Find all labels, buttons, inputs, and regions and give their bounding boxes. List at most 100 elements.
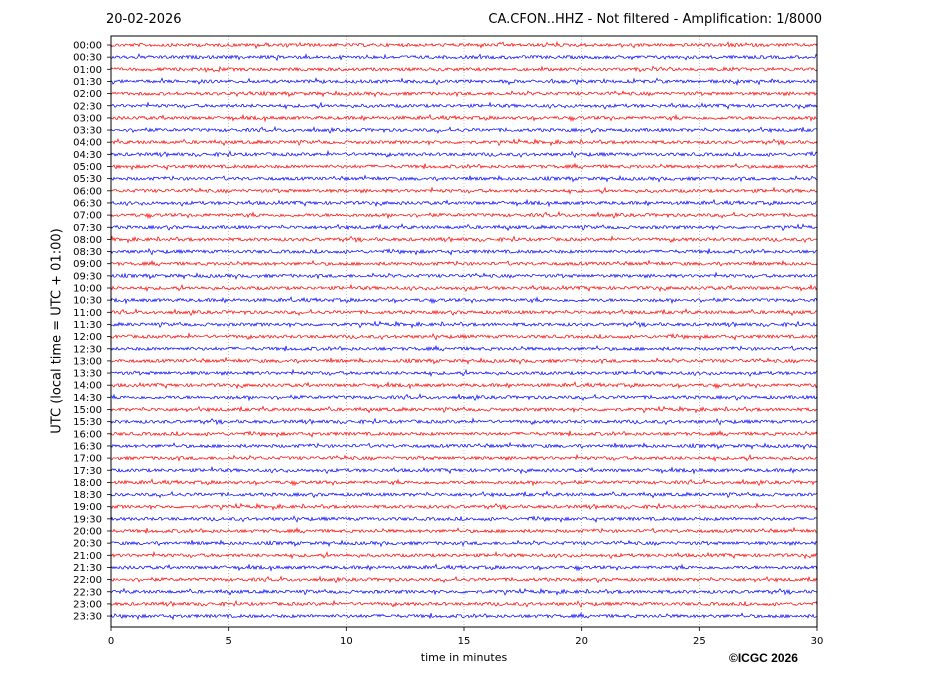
row-tick-label: 22:30 bbox=[73, 587, 102, 598]
trace-line bbox=[110, 417, 818, 426]
row-tick-label: 20:00 bbox=[73, 527, 102, 538]
row-tick-label: 21:30 bbox=[73, 563, 102, 574]
x-tick-label: 5 bbox=[225, 636, 231, 647]
chart-title: CA.CFON..HHZ - Not filtered - Amplificat… bbox=[488, 12, 822, 27]
trace-line bbox=[110, 465, 818, 475]
x-axis-label: time in minutes bbox=[420, 651, 508, 664]
copyright-label: ©ICGC 2026 bbox=[729, 651, 798, 665]
row-tick-label: 10:30 bbox=[73, 296, 102, 307]
trace-line bbox=[110, 502, 818, 511]
row-tick-label: 02:30 bbox=[73, 101, 102, 112]
row-tick-label: 23:30 bbox=[73, 612, 102, 623]
trace-line bbox=[110, 453, 818, 463]
trace-line bbox=[110, 40, 818, 50]
trace-line bbox=[110, 478, 818, 487]
row-tick-label: 22:00 bbox=[73, 575, 102, 586]
row-tick-label: 04:30 bbox=[73, 150, 102, 161]
trace-line bbox=[110, 320, 818, 329]
row-tick-label: 05:00 bbox=[73, 162, 102, 173]
row-tick-label: 01:30 bbox=[73, 77, 102, 88]
trace-line bbox=[110, 149, 818, 159]
row-tick-label: 14:30 bbox=[73, 393, 102, 404]
row-tick-label: 12:30 bbox=[73, 344, 102, 355]
x-tick-label: 10 bbox=[340, 636, 353, 647]
row-tick-label: 17:00 bbox=[73, 454, 102, 465]
x-tick-label: 15 bbox=[458, 636, 471, 647]
row-tick-label: 16:00 bbox=[73, 429, 102, 440]
trace-line bbox=[110, 539, 818, 548]
row-tick-label: 14:00 bbox=[73, 381, 102, 392]
trace-line bbox=[110, 599, 818, 608]
trace-line bbox=[110, 368, 818, 377]
trace-line bbox=[110, 575, 818, 584]
trace-line bbox=[110, 381, 818, 390]
row-tick-label: 05:30 bbox=[73, 174, 102, 185]
trace-line bbox=[110, 53, 818, 62]
row-tick-label: 00:00 bbox=[73, 41, 102, 52]
trace-line bbox=[110, 405, 818, 414]
trace-line bbox=[110, 308, 818, 317]
row-tick-label: 07:00 bbox=[73, 211, 102, 222]
row-tick-label: 12:00 bbox=[73, 332, 102, 343]
plot-frame bbox=[110, 35, 818, 628]
row-tick-label: 15:30 bbox=[73, 417, 102, 428]
trace-line bbox=[110, 259, 818, 267]
trace-line bbox=[110, 210, 818, 220]
row-tick-label: 17:30 bbox=[73, 466, 102, 477]
trace-line bbox=[110, 65, 818, 73]
row-tick-label: 09:00 bbox=[73, 259, 102, 270]
trace-line bbox=[110, 429, 818, 439]
row-tick-label: 13:00 bbox=[73, 356, 102, 367]
trace-line bbox=[110, 515, 818, 524]
row-tick-label: 06:30 bbox=[73, 198, 102, 209]
trace-line bbox=[110, 356, 818, 365]
row-tick-label: 02:00 bbox=[73, 89, 102, 100]
trace-line bbox=[110, 223, 818, 232]
row-tick-label: 18:00 bbox=[73, 478, 102, 489]
trace-line bbox=[110, 198, 818, 208]
row-tick-label: 23:00 bbox=[73, 599, 102, 610]
trace-line bbox=[110, 162, 818, 171]
trace-line bbox=[110, 550, 818, 560]
row-tick-label: 16:30 bbox=[73, 441, 102, 452]
row-tick-label: 08:30 bbox=[73, 247, 102, 258]
x-tick-label: 0 bbox=[108, 636, 114, 647]
row-tick-label: 19:30 bbox=[73, 514, 102, 525]
x-tick-label: 20 bbox=[575, 636, 588, 647]
trace-line bbox=[110, 283, 818, 293]
trace-line bbox=[110, 441, 818, 451]
row-tick-label: 03:00 bbox=[73, 113, 102, 124]
row-tick-label: 08:00 bbox=[73, 235, 102, 246]
row-tick-label: 20:30 bbox=[73, 539, 102, 550]
trace-line bbox=[110, 526, 818, 534]
x-tick-label: 30 bbox=[811, 636, 824, 647]
row-tick-label: 00:30 bbox=[73, 53, 102, 64]
row-tick-label: 11:00 bbox=[73, 308, 102, 319]
trace-line bbox=[110, 271, 818, 280]
trace-line bbox=[110, 612, 818, 621]
trace-line bbox=[110, 174, 818, 183]
trace-line bbox=[110, 77, 818, 87]
trace-line bbox=[110, 490, 818, 499]
trace-line bbox=[110, 563, 818, 572]
trace-line bbox=[110, 138, 818, 147]
row-tick-label: 06:00 bbox=[73, 186, 102, 197]
trace-line bbox=[110, 332, 818, 341]
row-tick-label: 09:30 bbox=[73, 271, 102, 282]
row-tick-label: 11:30 bbox=[73, 320, 102, 331]
row-tick-label: 07:30 bbox=[73, 223, 102, 234]
trace-line bbox=[110, 90, 818, 98]
trace-line bbox=[110, 247, 818, 256]
trace-line bbox=[110, 125, 818, 134]
trace-line bbox=[110, 344, 818, 352]
row-tick-label: 01:00 bbox=[73, 65, 102, 76]
trace-line bbox=[110, 587, 818, 596]
row-tick-label: 19:00 bbox=[73, 502, 102, 513]
trace-line bbox=[110, 296, 818, 305]
date-label: 20-02-2026 bbox=[106, 12, 182, 27]
row-tick-label: 04:00 bbox=[73, 138, 102, 149]
trace-line bbox=[110, 113, 818, 123]
trace-line bbox=[110, 186, 818, 195]
trace-line bbox=[110, 393, 818, 402]
